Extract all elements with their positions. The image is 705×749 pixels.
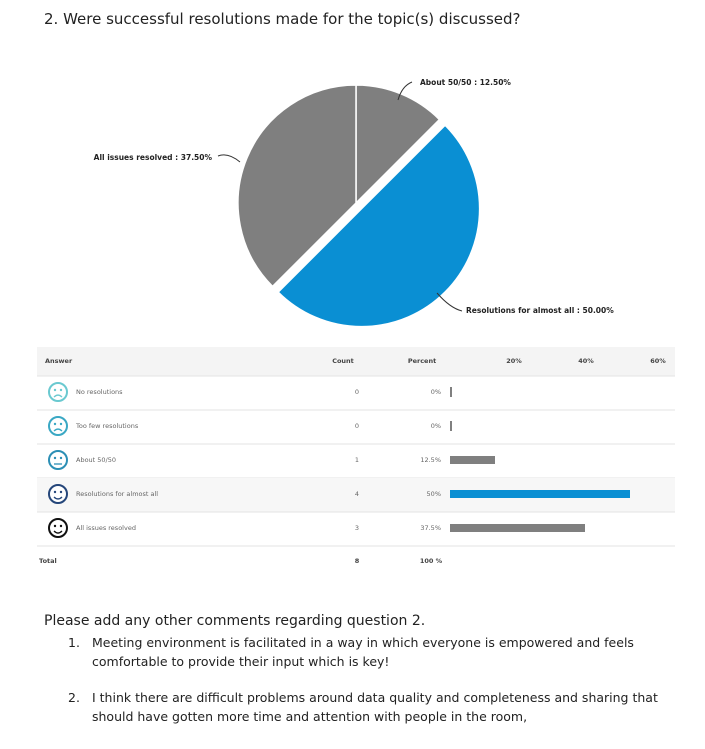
pie-slice <box>355 84 441 205</box>
mouth <box>53 428 63 432</box>
face-icon <box>48 518 68 538</box>
mouth <box>53 496 63 500</box>
answer-label: All issues resolved <box>76 524 136 532</box>
total-count: 8 <box>355 557 360 565</box>
percent: 0% <box>431 388 441 396</box>
face <box>48 518 68 538</box>
count: 0 <box>355 388 359 396</box>
eye <box>59 456 63 460</box>
face <box>48 450 68 470</box>
count: 0 <box>355 422 359 430</box>
face-icon <box>48 416 68 436</box>
total-percent: 100 % <box>420 557 443 565</box>
slice-label: About 50/50 : 12.50% <box>420 78 511 87</box>
item-text: Meeting environment is facilitated in a … <box>92 635 634 669</box>
slice-label: All issues resolved : 37.50% <box>94 153 213 162</box>
face-icon <box>48 450 68 470</box>
answer-label: About 50/50 <box>76 456 116 464</box>
percent: 0% <box>431 422 441 430</box>
comments-heading: Please add any other comments regarding … <box>44 613 426 629</box>
column-header: Count <box>332 357 354 365</box>
total-label: Total <box>39 557 57 565</box>
face <box>48 484 68 504</box>
bar <box>450 490 630 498</box>
chart: About 50/50 : 12.50% Resolutions for almo… <box>37 78 675 565</box>
face <box>48 416 68 436</box>
item-text: I think there are difficult problems aro… <box>92 690 658 724</box>
bar <box>450 456 495 464</box>
eye <box>53 490 57 494</box>
percent: 12.5% <box>420 456 441 464</box>
face-icon <box>48 484 68 504</box>
eye <box>53 456 57 460</box>
count: 1 <box>355 456 359 464</box>
eye <box>53 524 57 528</box>
pie-slice <box>277 124 481 328</box>
leader-line <box>217 154 241 163</box>
question-title: 2. Were successful resolutions made for … <box>44 10 521 28</box>
x-tick-label: 20% <box>506 357 522 365</box>
eye <box>59 490 63 494</box>
table-header-bg <box>37 347 675 376</box>
eye <box>59 422 63 426</box>
pie-slice <box>237 84 357 288</box>
comment-item: 1. Meeting environment is facilitated in… <box>68 633 688 673</box>
answer-label: Resolutions for almost all <box>76 490 158 498</box>
face-icon <box>48 382 68 402</box>
x-tick-label: 40% <box>578 357 594 365</box>
item-number: 2. <box>68 690 80 705</box>
face <box>48 382 68 402</box>
leader-line <box>397 81 413 101</box>
answer-label: Too few resolutions <box>75 422 139 430</box>
comment-item: 2. I think there are difficult problems … <box>68 688 688 728</box>
eye <box>53 422 57 426</box>
mouth <box>53 394 63 398</box>
slice-label: Resolutions for almost all : 50.00% <box>466 306 614 315</box>
answer-label: No resolutions <box>76 388 123 396</box>
eye <box>53 388 57 392</box>
count: 3 <box>355 524 359 532</box>
leader-line <box>436 292 463 312</box>
column-header: Percent <box>408 357 436 365</box>
x-tick-label: 60% <box>650 357 666 365</box>
eye <box>59 388 63 392</box>
mouth <box>53 530 63 534</box>
item-number: 1. <box>68 635 80 650</box>
count: 4 <box>355 490 359 498</box>
eye <box>59 524 63 528</box>
column-header: Answer <box>45 357 73 365</box>
percent: 37.5% <box>420 524 441 532</box>
percent: 50% <box>427 490 441 498</box>
bar <box>450 524 585 532</box>
